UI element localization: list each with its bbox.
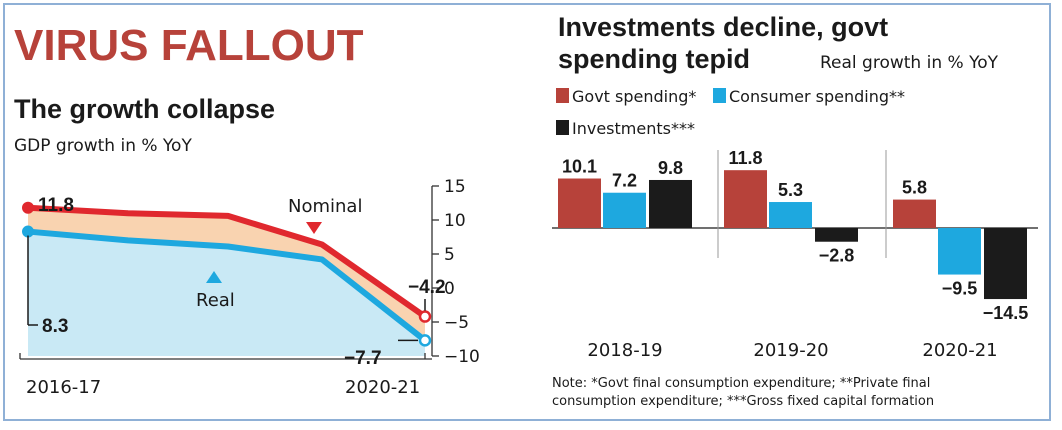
x-tick-label-first: 2016-17: [26, 377, 101, 398]
bar-value-label: −9.5: [942, 279, 978, 299]
bar-2018-19-1: [558, 178, 601, 228]
x-tick-label-last: 2020-21: [345, 377, 420, 398]
bar-value-label: 11.8: [728, 148, 762, 168]
real-end-point: [418, 334, 432, 347]
legend-swatch-3: [556, 120, 569, 135]
bar-2018-19-3: [649, 179, 692, 228]
bar-2019-20-2: [769, 202, 812, 228]
bar-value-label: 5.8: [902, 178, 927, 198]
y-tick-label: 0: [444, 279, 455, 299]
y-tick-label: −5: [444, 313, 469, 333]
nominal-pointer-icon: [306, 222, 322, 234]
bar-value-label: −2.8: [819, 246, 855, 266]
legend-label-1: Govt spending*: [572, 87, 696, 106]
bar-2019-20-3: [815, 228, 858, 242]
legend-label-2: Consumer spending**: [729, 87, 905, 106]
bar-2020-21-3: [984, 228, 1027, 300]
y-tick-label: 5: [444, 245, 455, 265]
legend-swatch-2: [713, 88, 726, 103]
line-chart-title: The growth collapse: [14, 94, 275, 124]
real-start-point: [22, 225, 34, 238]
bar-value-label: 10.1: [562, 157, 597, 177]
nominal-last-label: −4.2: [408, 277, 446, 298]
bar-2020-21-1: [893, 199, 936, 228]
bar-value-label: −14.5: [983, 303, 1029, 323]
line-chart-subtitle: GDP growth in % YoY: [14, 136, 192, 156]
bar-chart-title-line2: spending tepid: [558, 44, 750, 74]
bar-value-label: 9.8: [658, 158, 683, 178]
real-first-label: 8.3: [42, 316, 68, 337]
real-line: [25, 228, 428, 344]
category-label-2018-19: 2018-19: [587, 340, 662, 361]
nominal-first-label: 11.8: [38, 195, 74, 216]
y-tick-label: 15: [444, 177, 466, 197]
category-label-2019-20: 2019-20: [753, 340, 828, 361]
note-line-1: Note: *Govt final consumption expenditur…: [552, 376, 930, 391]
bar-2019-20-1: [724, 170, 767, 228]
y-tick-label: −10: [444, 347, 480, 367]
growth-line-chart: 15 10 5 0 −5 −10 2016-17 2020-21 11.8 8.3 −4.2 −7.7…: [19, 177, 480, 398]
y-tick-label: 10: [444, 211, 466, 231]
nominal-start-point: [22, 201, 34, 214]
bar-chart-title-line1: Investments decline, govt: [558, 12, 888, 42]
note-line-2: consumption expenditure; ***Gross fixed …: [552, 394, 934, 409]
real-last-label: −7.7: [344, 348, 382, 369]
bar-value-label: 5.3: [778, 180, 803, 200]
spending-bar-chart: Govt spending* Consumer spending** Investm…: [552, 87, 1038, 361]
kicker-title: VIRUS FALLOUT: [14, 21, 364, 70]
nominal-line: [25, 204, 428, 320]
bar-2020-21-2: [938, 228, 981, 275]
nominal-real-band-fill: [28, 207, 425, 341]
legend-swatch-1: [556, 88, 569, 103]
legend-label-3: Investments***: [572, 119, 695, 138]
real-pointer-icon: [206, 271, 222, 283]
nominal-series-label: Nominal: [288, 196, 362, 217]
real-series-label: Real: [196, 290, 235, 311]
nominal-end-point: [418, 310, 432, 323]
bar-2018-19-2: [603, 192, 646, 228]
bar-chart-subtitle: Real growth in % YoY: [820, 53, 999, 73]
category-label-2020-21: 2020-21: [922, 340, 997, 361]
bar-value-label: 7.2: [612, 171, 637, 191]
